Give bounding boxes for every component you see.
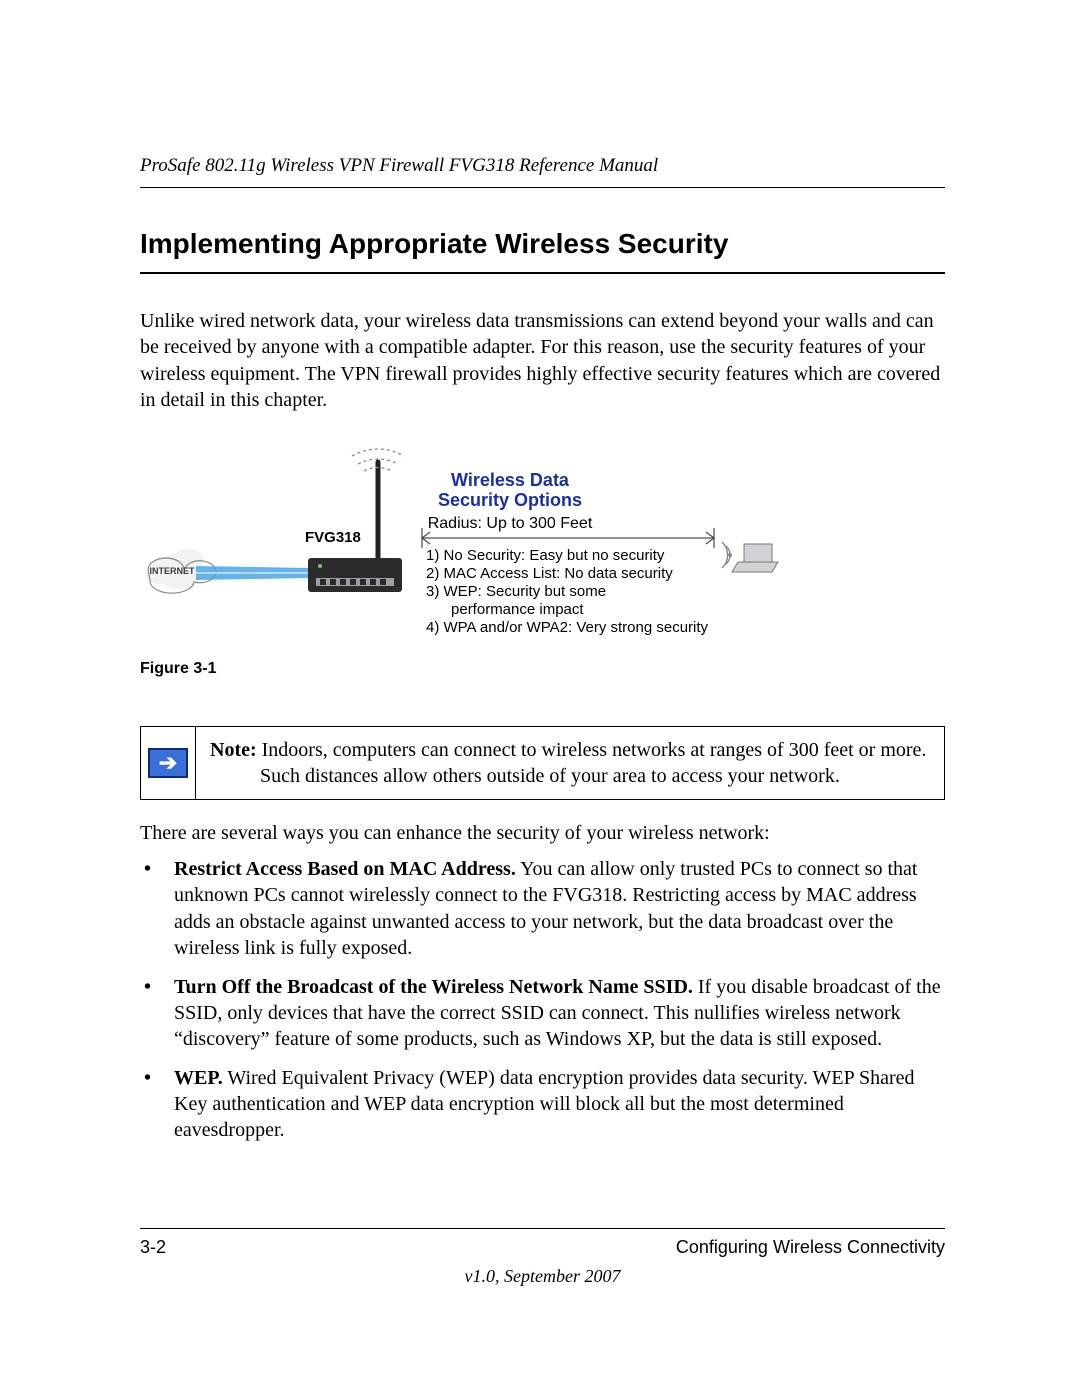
note-text: Note: Indoors, computers can connect to … [196, 727, 940, 799]
svg-text:Radius: Up to 300 Feet: Radius: Up to 300 Feet [428, 515, 593, 532]
page-footer: 3-2 Configuring Wireless Connectivity v1… [140, 1228, 945, 1287]
laptop-icon [722, 542, 778, 572]
figure-diagram: INTERNET [140, 440, 780, 640]
after-note-text: There are several ways you can enhance t… [140, 820, 945, 846]
footer-version: v1.0, September 2007 [140, 1266, 945, 1287]
list-item: • WEP. Wired Equivalent Privacy (WEP) da… [140, 1065, 945, 1144]
intro-paragraph: Unlike wired network data, your wireless… [140, 308, 945, 414]
bullet-list: • Restrict Access Based on MAC Address. … [140, 856, 945, 1144]
svg-text:Security Options: Security Options [438, 490, 582, 510]
figure-caption: Figure 3-1 [140, 660, 780, 678]
page-number: 3-2 [140, 1237, 166, 1258]
footer-section: Configuring Wireless Connectivity [676, 1237, 945, 1258]
running-header: ProSafe 802.11g Wireless VPN Firewall FV… [140, 155, 945, 188]
svg-text:Wireless Data: Wireless Data [451, 470, 570, 490]
note-box: ➔ Note: Indoors, computers can connect t… [140, 726, 945, 800]
svg-text:performance impact: performance impact [426, 601, 584, 618]
svg-text:2) MAC Access List: No data se: 2) MAC Access List: No data security [426, 565, 673, 582]
section-title: Implementing Appropriate Wireless Securi… [140, 228, 945, 274]
router-icon [308, 449, 404, 592]
svg-text:1) No Security: Easy but no se: 1) No Security: Easy but no security [426, 547, 665, 564]
router-label: FVG318 [305, 529, 361, 546]
figure-text-block: Wireless Data Security Options Radius: U… [426, 470, 709, 636]
svg-text:INTERNET: INTERNET [150, 566, 196, 576]
svg-text:4) WPA and/or WPA2: Very stron: 4) WPA and/or WPA2: Very strong security [426, 619, 709, 636]
note-arrow-icon: ➔ [148, 748, 188, 778]
figure-3-1: INTERNET [140, 440, 780, 678]
list-item: • Turn Off the Broadcast of the Wireless… [140, 974, 945, 1053]
internet-link-icon [196, 566, 310, 580]
svg-text:3) WEP: Security but some: 3) WEP: Security but some [426, 583, 606, 600]
list-item: • Restrict Access Based on MAC Address. … [140, 856, 945, 962]
